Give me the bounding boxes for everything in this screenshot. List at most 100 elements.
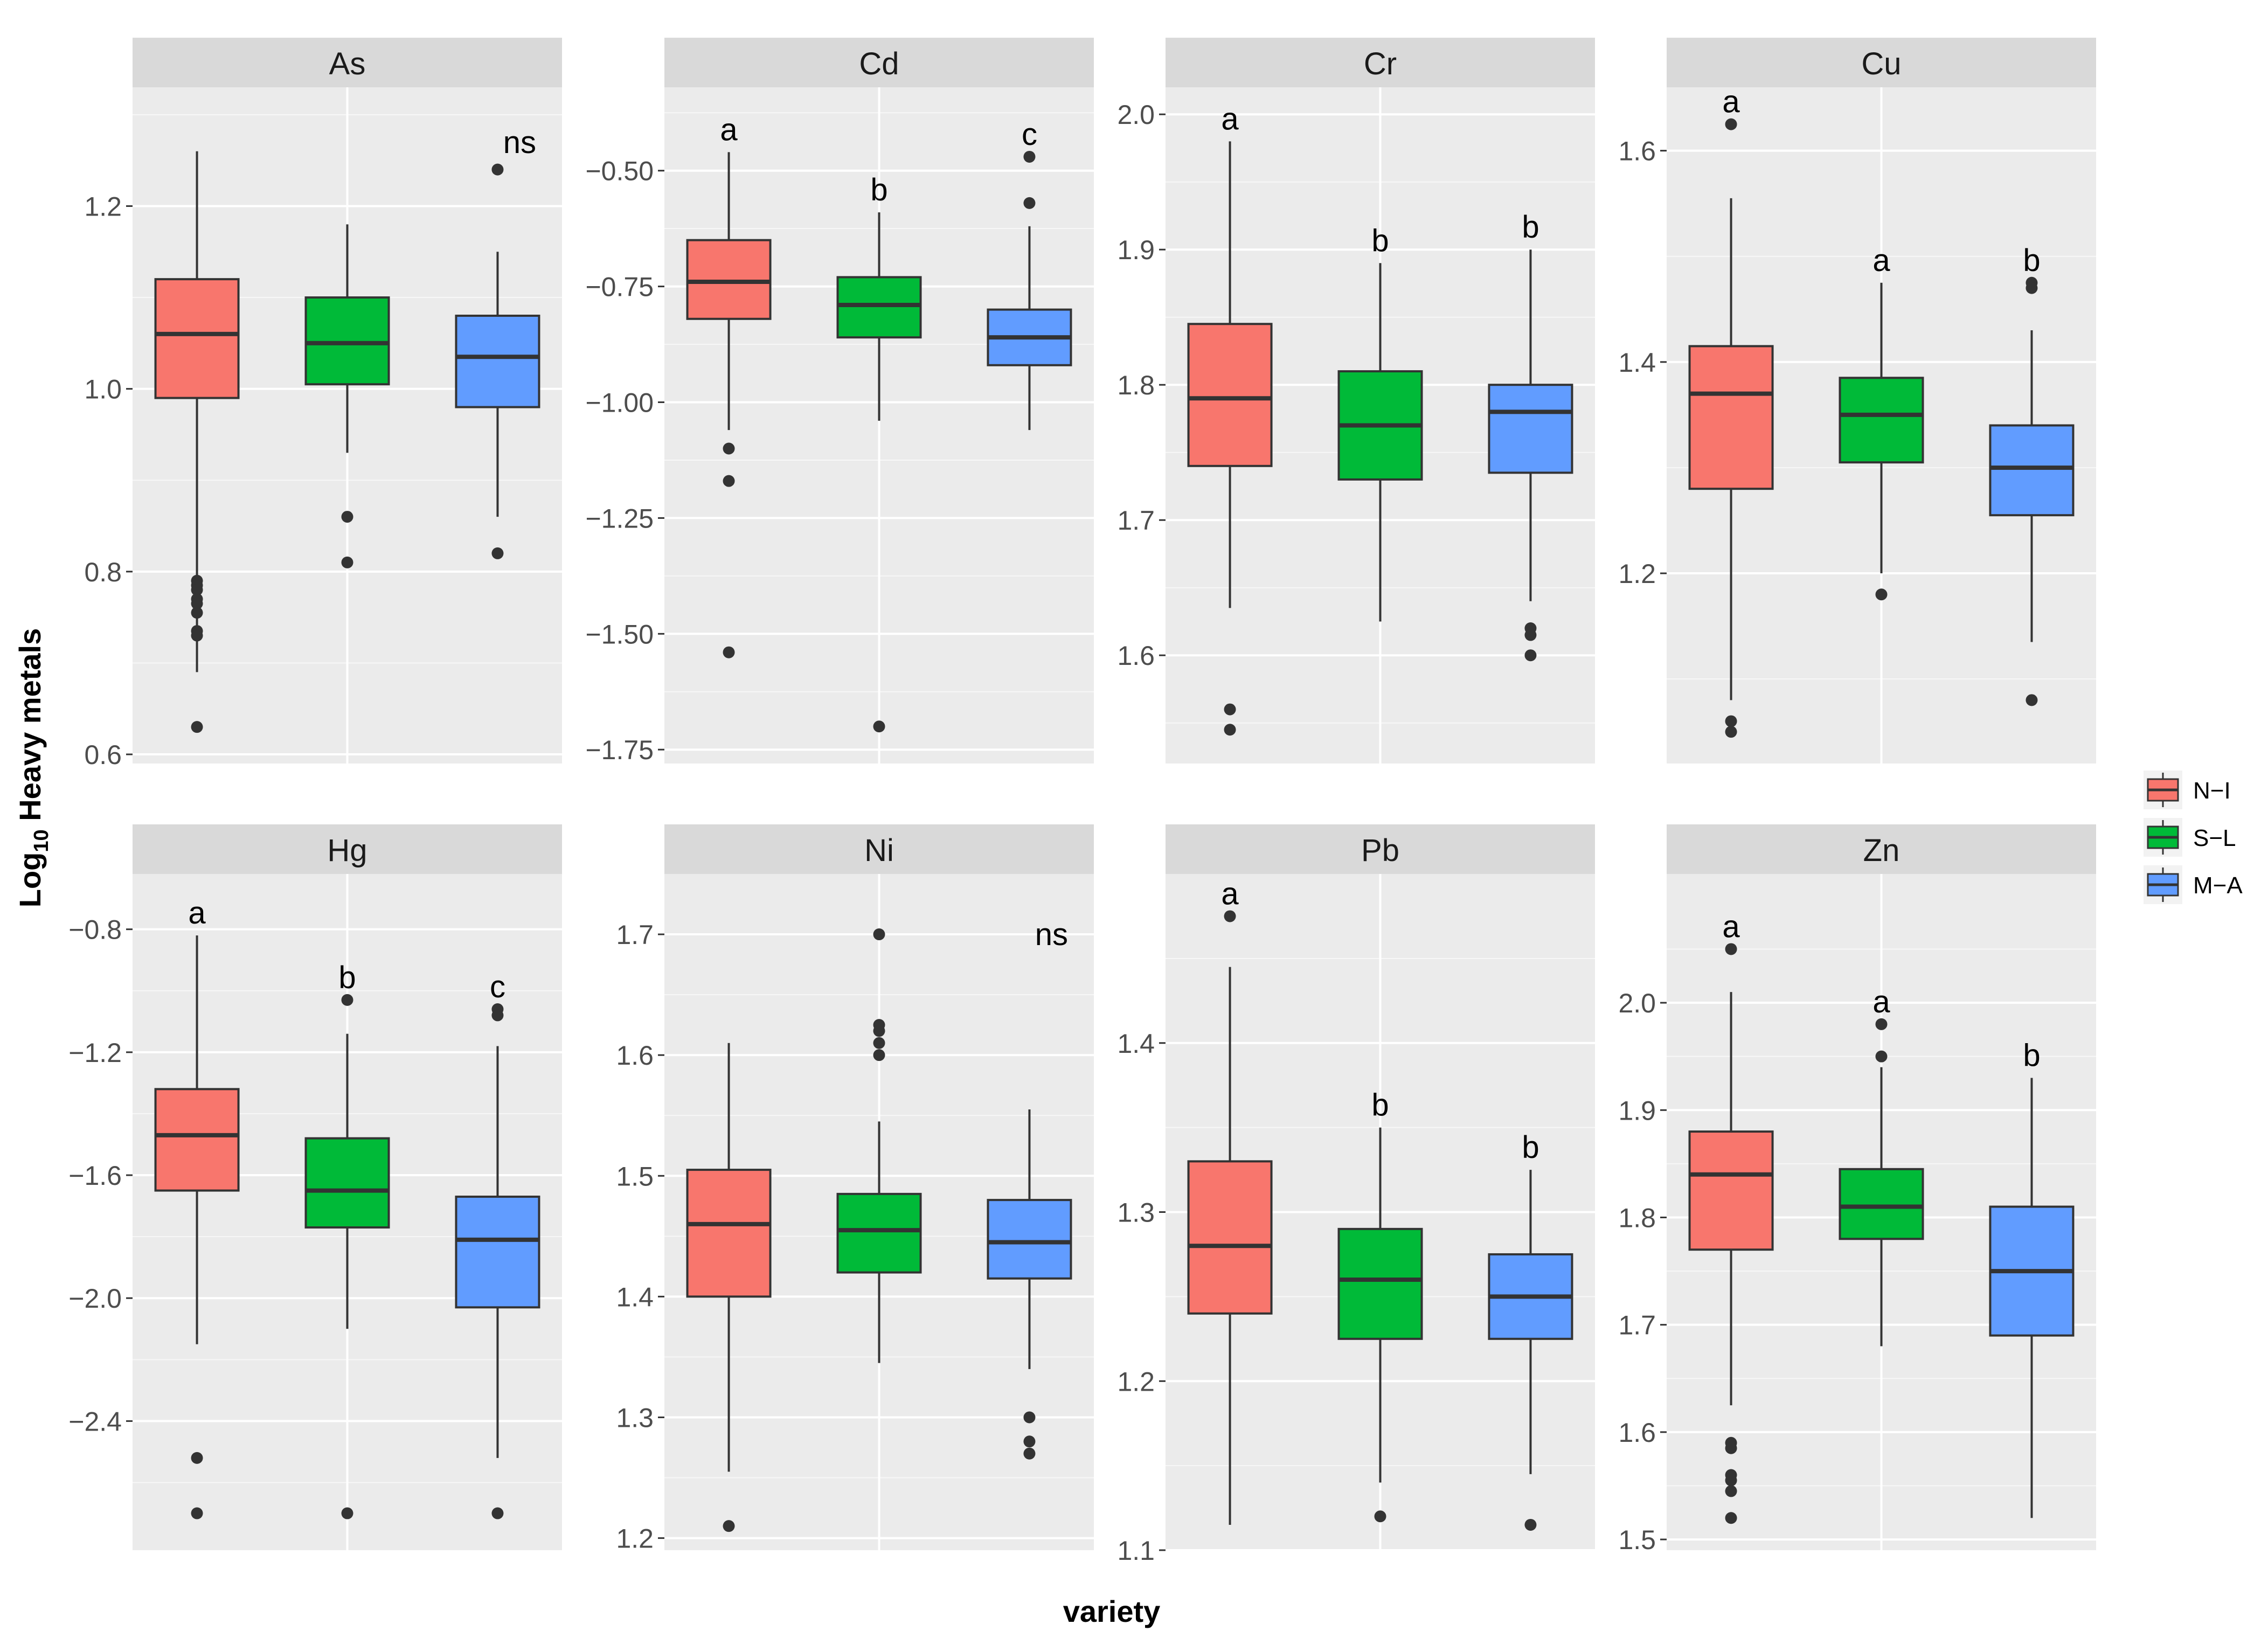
box-Zn-1: a	[1688, 909, 1774, 1524]
significance-letter: a	[188, 896, 206, 931]
y-axis-title-subscript: 10	[30, 829, 53, 852]
significance-letter: a	[1872, 984, 1890, 1019]
y-tick-label: −2.4	[68, 1406, 122, 1436]
significance-letter: b	[2023, 243, 2040, 278]
outlier-point	[191, 1452, 203, 1464]
y-tick-label: 1.5	[616, 1161, 654, 1191]
significance-letter: a	[720, 112, 738, 147]
facet-strip	[1667, 824, 2096, 874]
facet-As: As 0.6 0.8 1.0 1.2 ns	[84, 38, 562, 770]
facet-strip	[133, 38, 562, 87]
facet-strip	[1667, 38, 2096, 87]
outlier-point	[1725, 1474, 1737, 1487]
y-tick-label: 1.2	[616, 1524, 654, 1554]
facet-Hg: Hg −2.4 −2.0 −1.6 −1.2 −0.8 a b c	[68, 824, 562, 1550]
outlier-point	[1725, 118, 1737, 130]
outlier-point	[1725, 1485, 1737, 1497]
box-iqr	[154, 1088, 240, 1192]
box-Cr-2: b	[1337, 223, 1423, 622]
y-tick-label: −1.50	[585, 619, 654, 649]
box-Hg-3: c	[455, 969, 540, 1519]
outlier-point	[1725, 1442, 1737, 1454]
outlier-point	[341, 994, 353, 1006]
outlier-point	[873, 1049, 885, 1061]
facet-title: Cd	[859, 46, 899, 81]
y-tick-label: 1.7	[1117, 505, 1155, 536]
y-axis-title-rest: Heavy metals	[13, 628, 47, 830]
facet-Ni: Ni 1.2 1.3 1.4 1.5 1.6 1.7 ns	[616, 824, 1094, 1554]
box-iqr	[304, 296, 390, 386]
outlier-point	[191, 584, 203, 596]
facet-Pb: Pb 1.1 1.2 1.3 1.4 a b b	[1117, 824, 1595, 1566]
box-As-2	[304, 224, 390, 568]
outlier-point	[491, 1009, 504, 1022]
box-Cd-2: b	[836, 172, 922, 733]
y-tick-label: 1.9	[1618, 1095, 1656, 1126]
significance-letter: c	[1022, 117, 1037, 152]
y-tick-label: 1.6	[1117, 641, 1155, 671]
significance-letter: a	[1221, 876, 1239, 911]
box-Hg-2: b	[304, 960, 390, 1519]
facet-strip	[133, 824, 562, 874]
y-tick-label: 1.4	[1117, 1029, 1155, 1059]
y-tick-label: 1.6	[616, 1040, 654, 1071]
y-tick-label: 1.6	[1618, 1418, 1656, 1448]
legend-item: S−L	[2144, 818, 2236, 857]
outlier-point	[1875, 1018, 1888, 1030]
y-tick-label: 1.2	[1117, 1366, 1155, 1397]
y-tick-label: 1.3	[616, 1403, 654, 1433]
box-iqr	[154, 278, 240, 399]
box-Pb-1: a	[1187, 876, 1273, 1525]
outlier-point	[723, 442, 735, 455]
box-iqr	[836, 276, 922, 339]
significance-letter: b	[1371, 223, 1389, 258]
box-iqr	[1989, 424, 2075, 517]
outlier-point	[191, 598, 203, 610]
y-tick-label: 1.1	[1117, 1536, 1155, 1566]
facet-title: Zn	[1863, 833, 1900, 868]
y-tick-label: 1.8	[1618, 1203, 1656, 1233]
significance-letter: a	[1221, 101, 1239, 136]
y-tick-label: 2.0	[1117, 100, 1155, 130]
box-Cu-2: a	[1839, 243, 1924, 601]
y-tick-label: 1.8	[1117, 370, 1155, 400]
box-iqr	[1688, 1130, 1774, 1251]
y-tick-label: 1.0	[84, 374, 122, 405]
box-Ni-1	[686, 1043, 772, 1532]
outlier-point	[191, 1507, 203, 1519]
outlier-point	[1023, 1447, 1036, 1460]
y-tick-label: −1.2	[68, 1038, 122, 1068]
box-iqr	[1488, 384, 1573, 474]
legend-label: M−A	[2193, 872, 2243, 899]
outlier-point	[491, 547, 504, 559]
y-tick-label: −0.75	[585, 272, 654, 302]
y-tick-label: 1.7	[616, 920, 654, 950]
outlier-point	[1023, 1435, 1036, 1448]
significance-note: ns	[503, 125, 536, 160]
significance-letter: b	[1522, 1130, 1539, 1165]
y-tick-label: −2.0	[68, 1283, 122, 1314]
outlier-point	[1725, 715, 1737, 727]
outlier-point	[1374, 1510, 1386, 1523]
outlier-point	[2026, 694, 2038, 706]
outlier-point	[873, 1037, 885, 1049]
box-Cu-1: a	[1688, 85, 1774, 738]
outlier-point	[341, 511, 353, 523]
outlier-point	[341, 556, 353, 568]
facet-title: Cu	[1861, 46, 1901, 81]
y-axis-title: Log10 Heavy metals	[13, 628, 53, 907]
facet-Cu: Cu 1.2 1.4 1.6 a a b	[1618, 38, 2096, 763]
box-iqr	[686, 1169, 772, 1298]
outlier-point	[491, 1507, 504, 1519]
y-tick-label: 1.4	[1618, 348, 1656, 378]
outlier-point	[1224, 703, 1236, 716]
box-Cu-3: b	[1989, 243, 2075, 706]
y-axis-title-main: Log	[13, 852, 47, 908]
box-Ni-2	[836, 928, 922, 1363]
y-tick-label: −0.8	[68, 915, 122, 945]
facet-strip	[664, 38, 1094, 87]
box-Cr-3: b	[1488, 210, 1573, 662]
box-Hg-1: a	[154, 896, 240, 1519]
facet-Zn: Zn 1.5 1.6 1.7 1.8 1.9 2.0 a a b	[1618, 824, 2096, 1555]
